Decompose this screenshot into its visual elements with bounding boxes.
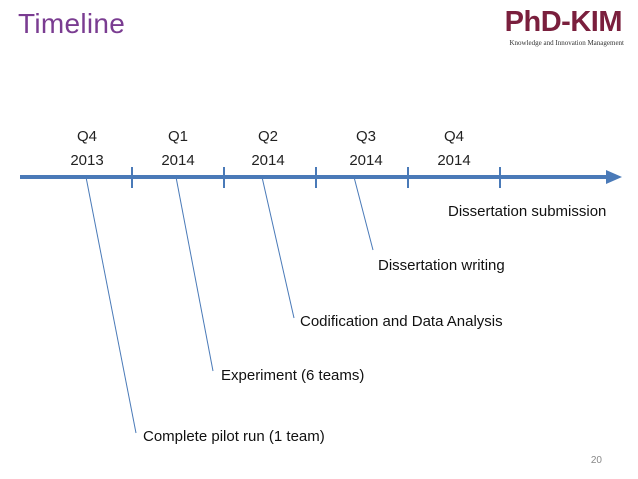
tick-quarter: Q4 <box>76 128 97 145</box>
milestone-dissertation-submission: Dissertation submission <box>448 203 607 220</box>
tick-year: 2014 <box>251 152 285 169</box>
tick-quarter: Q3 <box>355 128 376 145</box>
tick-quarter: Q2 <box>257 128 278 145</box>
milestone-codification-analysis: Codification and Data Analysis <box>300 313 503 330</box>
tick-year: 2014 <box>437 152 471 169</box>
tick-year: 2013 <box>70 152 104 169</box>
tick-label: Q4 2014 <box>424 125 484 173</box>
page-number: 20 <box>590 455 602 466</box>
tick-label: Q3 2014 <box>336 125 396 173</box>
logo-subtitle: Knowledge and Innovation Management <box>509 39 625 47</box>
milestone-dissertation-writing: Dissertation writing <box>378 257 505 274</box>
milestone-experiment: Experiment (6 teams) <box>221 367 365 384</box>
timeline-arrowhead <box>606 170 622 184</box>
tick-year: 2014 <box>349 152 383 169</box>
phd-kim-logo: PhD-KIM Knowledge and Innovation Managem… <box>505 6 632 52</box>
tick-label: Q2 2014 <box>238 125 298 173</box>
connector-codification <box>261 176 295 319</box>
milestone-pilot-run: Complete pilot run (1 team) <box>143 428 325 445</box>
tick-quarter: Q1 <box>167 128 188 145</box>
slide-title: Timeline <box>18 8 126 39</box>
tick-label: Q4 2013 <box>57 125 117 173</box>
tick-quarter: Q4 <box>443 128 464 145</box>
tick-year: 2014 <box>161 152 195 169</box>
tick-label: Q1 2014 <box>148 125 208 173</box>
connector-experiment <box>175 176 214 372</box>
logo-main-text: PhD-KIM <box>504 6 623 38</box>
connector-pilot-run <box>85 176 137 434</box>
connector-writing <box>353 176 374 251</box>
